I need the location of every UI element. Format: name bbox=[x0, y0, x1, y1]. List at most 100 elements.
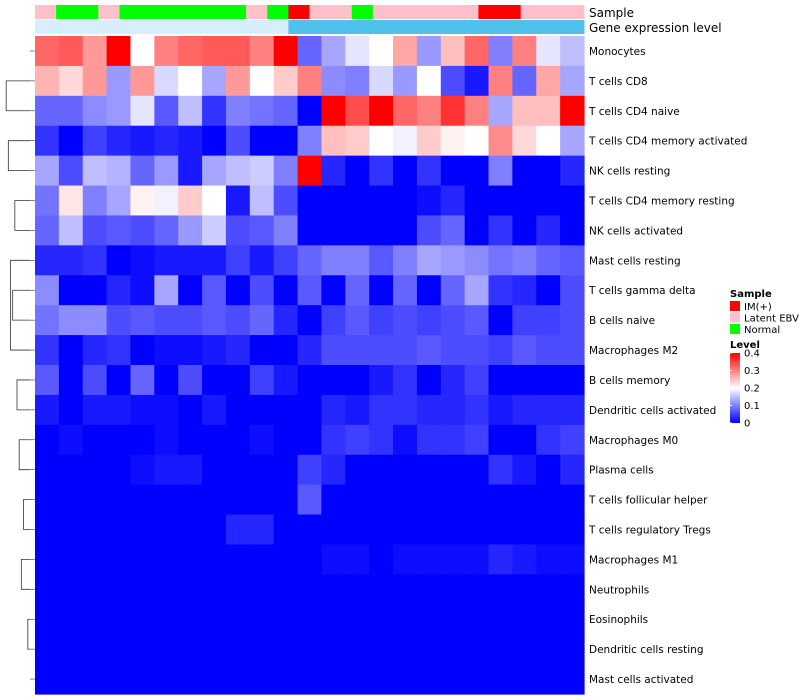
cell-mast-cells-activated-col-17 bbox=[416, 664, 442, 695]
cell-mast-cells-resting-col-4 bbox=[106, 245, 132, 276]
cell-macrophages-m0-col-14 bbox=[345, 424, 370, 456]
cell-nk-cells-resting-col-21 bbox=[512, 155, 537, 187]
cell-t-cells-gamma-delta-col-7 bbox=[178, 275, 203, 306]
cell-t-cells-follicular-helper-col-3 bbox=[82, 484, 108, 516]
gene-expression-annotation-col-23 bbox=[499, 20, 522, 34]
cell-dendritic-cells-activated-col-15 bbox=[369, 394, 394, 426]
cell-t-cells-regulatory-tregs-col-18 bbox=[440, 514, 466, 546]
cell-eosinophils-col-2 bbox=[58, 604, 84, 635]
dendrogram-branch-6 bbox=[16, 379, 30, 411]
cell-macrophages-m2-col-12 bbox=[297, 335, 323, 366]
cell-mast-cells-resting-col-18 bbox=[440, 245, 466, 276]
cell-t-cells-gamma-delta-col-21 bbox=[512, 275, 537, 306]
gene-expression-annotation-col-20 bbox=[436, 20, 458, 34]
cell-monocytes-col-20 bbox=[488, 36, 513, 67]
cell-nk-cells-activated-col-8 bbox=[202, 215, 227, 246]
cell-b-cells-memory-col-10 bbox=[249, 365, 275, 396]
cell-t-cells-cd4-memory-resting-col-4 bbox=[106, 185, 132, 217]
cell-b-cells-memory-col-8 bbox=[202, 365, 227, 396]
gene-expression-annotation-col-18 bbox=[393, 20, 416, 34]
cell-neutrophils-col-22 bbox=[536, 574, 561, 605]
cell-t-cells-cd4-naive-col-15 bbox=[369, 95, 394, 127]
cell-macrophages-m2-col-22 bbox=[536, 335, 561, 366]
cell-nk-cells-activated-col-2 bbox=[58, 215, 84, 246]
cell-t-cells-cd4-memory-resting-col-1 bbox=[35, 185, 60, 217]
row-label-t-cells-cd4-memory-resting: T cells CD4 memory resting bbox=[588, 196, 735, 208]
cell-nk-cells-resting-col-18 bbox=[440, 155, 466, 187]
cell-b-cells-memory-col-2 bbox=[58, 365, 84, 396]
cell-macrophages-m1-col-10 bbox=[249, 544, 275, 575]
row-label-plasma-cells: Plasma cells bbox=[589, 465, 654, 477]
cell-t-cells-cd4-memory-activated-col-17 bbox=[416, 125, 442, 157]
cell-mast-cells-activated-col-16 bbox=[393, 664, 418, 695]
cell-t-cells-cd4-memory-activated-col-9 bbox=[225, 125, 251, 157]
cell-t-cells-cd4-naive-col-19 bbox=[464, 95, 490, 127]
row-label-b-cells-memory: B cells memory bbox=[589, 375, 670, 387]
cell-monocytes-col-11 bbox=[273, 36, 299, 67]
cell-t-cells-cd4-memory-resting-col-7 bbox=[178, 185, 203, 217]
cell-nk-cells-resting-col-16 bbox=[393, 155, 418, 187]
cell-nk-cells-resting-col-23 bbox=[560, 155, 585, 187]
cell-t-cells-cd4-memory-resting-col-16 bbox=[393, 185, 418, 217]
cell-t-cells-gamma-delta-col-1 bbox=[35, 275, 60, 306]
cell-neutrophils-col-23 bbox=[560, 574, 585, 605]
row-label-t-cells-cd8: T cells CD8 bbox=[588, 76, 648, 88]
sample-annotation-col-12 bbox=[267, 5, 289, 19]
cell-mast-cells-resting-col-17 bbox=[416, 245, 442, 276]
cell-monocytes-col-13 bbox=[321, 36, 346, 67]
cell-t-cells-gamma-delta-col-23 bbox=[560, 275, 585, 306]
cell-eosinophils-col-12 bbox=[297, 604, 323, 635]
legend-label-im: IM(+) bbox=[744, 302, 772, 313]
cell-nk-cells-activated-col-14 bbox=[345, 215, 370, 246]
cell-neutrophils-col-4 bbox=[106, 574, 132, 605]
cell-mast-cells-activated-col-3 bbox=[82, 664, 108, 695]
cell-dendritic-cells-resting-col-6 bbox=[154, 634, 179, 665]
cell-dendritic-cells-activated-col-11 bbox=[273, 394, 299, 426]
cell-nk-cells-activated-col-19 bbox=[464, 215, 490, 246]
cell-t-cells-cd4-memory-activated-col-22 bbox=[536, 125, 561, 157]
cell-b-cells-naive-col-13 bbox=[321, 305, 346, 336]
legend-level-title: Level bbox=[730, 340, 760, 351]
cell-t-cells-cd4-memory-activated-col-19 bbox=[464, 125, 490, 157]
cell-t-cells-follicular-helper-col-16 bbox=[393, 484, 418, 516]
cell-dendritic-cells-activated-col-18 bbox=[440, 394, 466, 426]
cell-macrophages-m1-col-9 bbox=[225, 544, 251, 575]
row-label-macrophages-m0: Macrophages M0 bbox=[589, 435, 678, 447]
cell-nk-cells-resting-col-19 bbox=[464, 155, 490, 187]
cell-t-cells-cd4-memory-resting-col-13 bbox=[321, 185, 346, 217]
cell-t-cells-cd4-memory-resting-col-19 bbox=[464, 185, 490, 217]
cell-dendritic-cells-resting-col-3 bbox=[82, 634, 108, 665]
cell-t-cells-gamma-delta-col-14 bbox=[345, 275, 370, 306]
cell-t-cells-gamma-delta-col-15 bbox=[369, 275, 394, 306]
dendrogram-branch-8 bbox=[12, 289, 30, 321]
cell-b-cells-memory-col-3 bbox=[82, 365, 108, 396]
cell-eosinophils-col-1 bbox=[35, 604, 60, 635]
cell-neutrophils-col-19 bbox=[464, 574, 490, 605]
cell-t-cells-cd4-memory-activated-col-15 bbox=[369, 125, 394, 157]
gene-expression-annotation-col-7 bbox=[161, 20, 184, 34]
cell-neutrophils-col-21 bbox=[512, 574, 537, 605]
cell-mast-cells-activated-col-7 bbox=[178, 664, 203, 695]
cell-t-cells-cd8-col-18 bbox=[440, 65, 466, 97]
cell-dendritic-cells-resting-col-10 bbox=[249, 634, 275, 665]
row-label-mast-cells-resting: Mast cells resting bbox=[589, 255, 681, 267]
sample-annotation-col-11 bbox=[246, 5, 268, 19]
cell-dendritic-cells-resting-col-4 bbox=[106, 634, 132, 665]
cell-neutrophils-col-15 bbox=[369, 574, 394, 605]
cell-neutrophils-col-17 bbox=[416, 574, 442, 605]
cell-nk-cells-resting-col-17 bbox=[416, 155, 442, 187]
cell-plasma-cells-col-19 bbox=[464, 454, 490, 486]
cell-nk-cells-activated-col-15 bbox=[369, 215, 394, 246]
gene-expression-annotation-col-3 bbox=[77, 20, 99, 34]
row-label-t-cells-gamma-delta: T cells gamma delta bbox=[588, 285, 696, 297]
cell-t-cells-cd4-memory-activated-col-12 bbox=[297, 125, 323, 157]
cell-t-cells-cd4-memory-resting-col-5 bbox=[130, 185, 155, 217]
cell-nk-cells-resting-col-9 bbox=[225, 155, 251, 187]
cell-dendritic-cells-activated-col-14 bbox=[345, 394, 370, 426]
cell-t-cells-follicular-helper-col-15 bbox=[369, 484, 394, 516]
cell-neutrophils-col-13 bbox=[321, 574, 346, 605]
cell-monocytes-col-2 bbox=[58, 36, 84, 67]
cell-macrophages-m0-col-3 bbox=[82, 424, 108, 456]
cell-t-cells-follicular-helper-col-13 bbox=[321, 484, 346, 516]
